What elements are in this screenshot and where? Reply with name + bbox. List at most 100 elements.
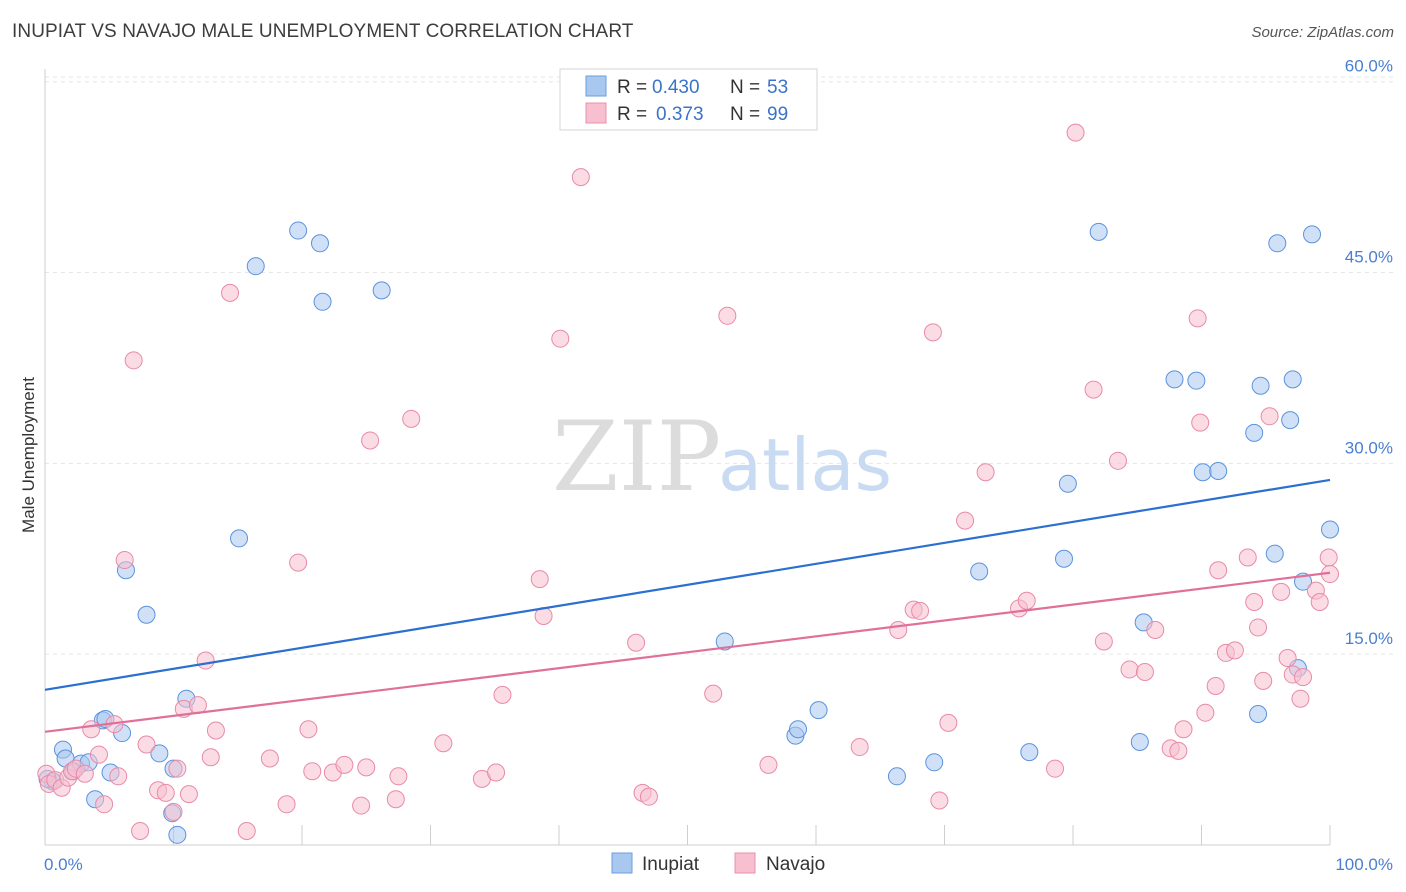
point-navajo [289, 553, 308, 572]
point-inupiat [246, 257, 265, 276]
point-navajo [1209, 561, 1228, 580]
point-navajo [1245, 593, 1264, 612]
point-inupiat [970, 562, 989, 581]
point-navajo [115, 551, 134, 570]
series-legend-label-inupiat: Inupiat [642, 854, 700, 875]
point-navajo [89, 745, 108, 764]
legend-swatch-inupiat [585, 75, 607, 97]
point-navajo [1135, 662, 1154, 681]
point-navajo [352, 796, 371, 815]
point-navajo [704, 684, 723, 703]
source-credit: Source: ZipAtlas.com [1251, 24, 1394, 41]
point-inupiat [715, 632, 734, 651]
point-inupiat [289, 221, 308, 240]
point-navajo [1278, 648, 1297, 667]
x-tick-label-max: 100.0% [1335, 855, 1393, 874]
point-navajo [434, 734, 453, 753]
point-navajo [487, 763, 506, 782]
legend-n-value-navajo: 99 [767, 104, 788, 125]
series-legend: Inupiat Navajo [611, 852, 825, 875]
point-navajo [164, 802, 183, 821]
point-navajo [206, 721, 225, 740]
point-inupiat [1089, 222, 1108, 241]
legend-r-value-navajo: 0.373 [656, 104, 704, 125]
legend-r-label-navajo: R = [617, 104, 647, 125]
y-tick-label: 45.0% [1345, 248, 1393, 267]
chart-title: INUPIAT VS NAVAJO MALE UNEMPLOYMENT CORR… [12, 21, 634, 42]
point-navajo [335, 755, 354, 774]
point-navajo [124, 351, 143, 370]
point-navajo [1188, 309, 1207, 328]
point-navajo [402, 409, 421, 428]
point-navajo [493, 685, 512, 704]
point-navajo [1254, 671, 1273, 690]
point-navajo [1310, 593, 1329, 612]
trend-lines [44, 478, 1331, 733]
point-inupiat [1187, 371, 1206, 390]
point-navajo [389, 767, 408, 786]
point-navajo [221, 283, 240, 302]
point-navajo [1225, 641, 1244, 660]
point-navajo [1294, 668, 1313, 687]
series-navajo-points [37, 123, 1339, 841]
point-navajo [1146, 621, 1165, 640]
point-inupiat [1020, 743, 1039, 762]
point-inupiat [1058, 474, 1077, 493]
point-navajo [850, 738, 869, 757]
point-navajo [95, 795, 114, 814]
point-inupiat [1055, 549, 1074, 568]
series-legend-label-navajo: Navajo [766, 854, 825, 875]
point-navajo [75, 764, 94, 783]
point-navajo [639, 787, 658, 806]
point-inupiat [230, 529, 249, 548]
point-navajo [303, 762, 322, 781]
point-navajo [530, 570, 549, 589]
point-navajo [1249, 618, 1268, 637]
watermark-zip: ZIP [552, 401, 721, 513]
legend-n-value-inupiat: 53 [767, 77, 788, 98]
point-navajo [976, 463, 995, 482]
point-navajo [1191, 413, 1210, 432]
point-navajo [1196, 703, 1215, 722]
point-navajo [109, 767, 128, 786]
legend-r-value-inupiat: 0.430 [652, 77, 700, 98]
point-inupiat [1281, 411, 1300, 430]
point-inupiat [1249, 704, 1268, 723]
point-navajo [1238, 548, 1257, 567]
point-navajo [1174, 720, 1193, 739]
point-inupiat [137, 605, 156, 624]
series-inupiat-points [38, 221, 1339, 844]
point-inupiat [887, 767, 906, 786]
point-navajo [627, 633, 646, 652]
point-navajo [889, 621, 908, 640]
point-navajo [1066, 123, 1085, 142]
point-navajo [1169, 741, 1188, 760]
point-inupiat [1268, 234, 1287, 253]
point-navajo [131, 822, 150, 841]
x-tick-marks [44, 825, 1331, 845]
point-navajo [260, 749, 279, 768]
point-navajo [718, 306, 737, 325]
y-tick-label: 30.0% [1345, 438, 1393, 457]
stats-legend: R = 0.430 N = 53 R = 0.373 N = 99 [559, 68, 818, 131]
y-tick-label: 60.0% [1345, 57, 1393, 76]
point-navajo [1046, 759, 1065, 778]
point-navajo [1272, 582, 1291, 601]
trend-line-inupiat [44, 478, 1331, 691]
watermark-atlas: atlas [718, 423, 892, 507]
point-navajo [201, 748, 220, 767]
point-inupiat [1265, 544, 1284, 563]
point-navajo [551, 329, 570, 348]
point-navajo [1206, 676, 1225, 695]
point-inupiat [809, 701, 828, 720]
point-navajo [1108, 451, 1127, 470]
point-inupiat [1209, 461, 1228, 480]
point-navajo [179, 785, 198, 804]
point-navajo [1120, 660, 1139, 679]
point-navajo [357, 758, 376, 777]
point-inupiat [1130, 732, 1149, 751]
gridlines [45, 76, 1393, 655]
point-navajo [930, 791, 949, 810]
point-navajo [571, 168, 590, 187]
